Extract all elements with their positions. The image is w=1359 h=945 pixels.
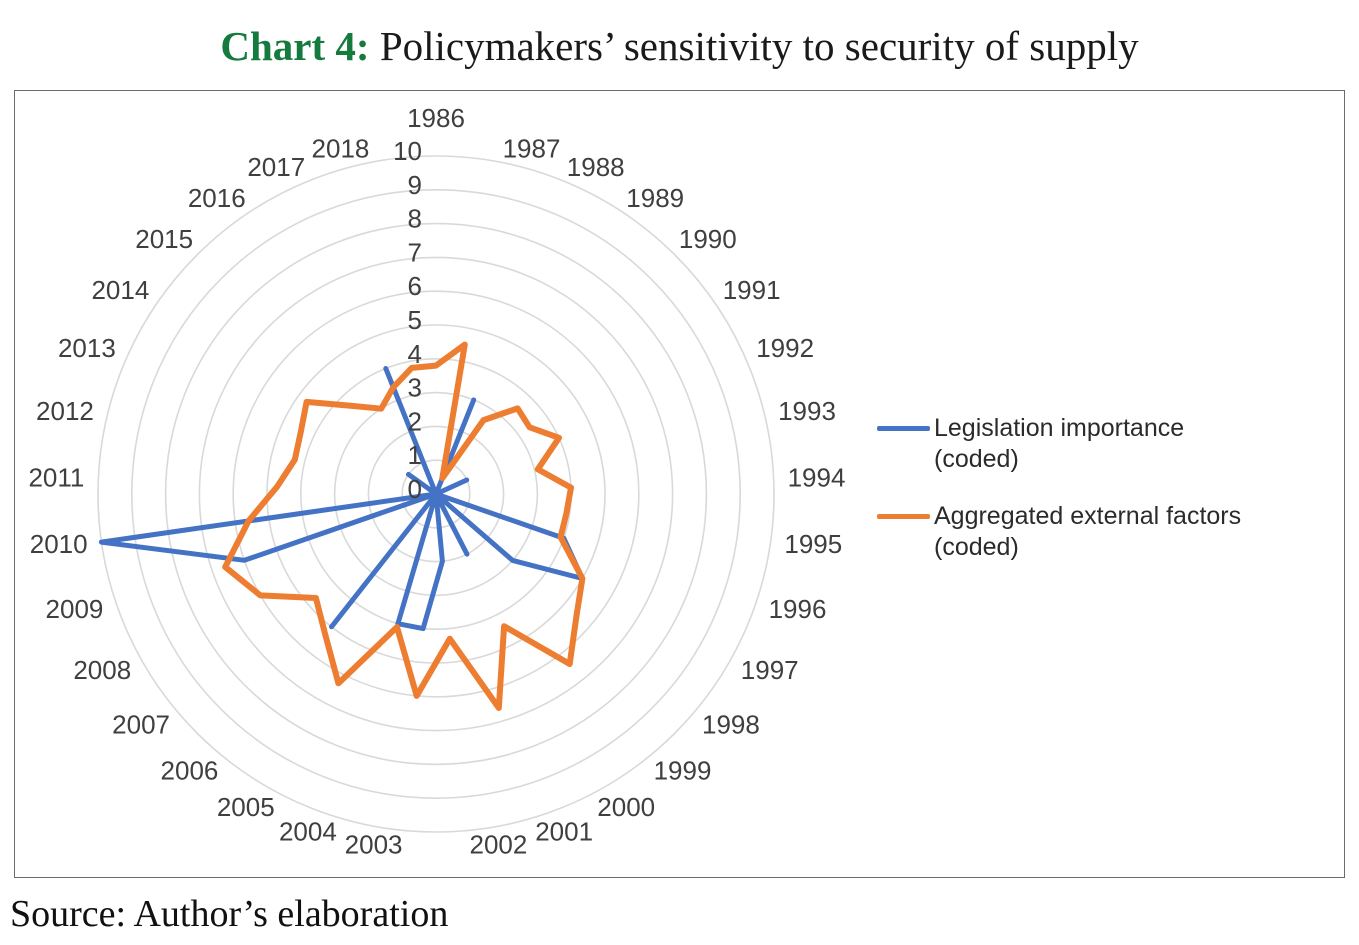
category-label-1994: 1994: [788, 462, 846, 492]
category-label-2004: 2004: [279, 817, 337, 847]
category-label-1988: 1988: [567, 152, 625, 182]
r-tick-label: 6: [408, 271, 422, 301]
category-label-2001: 2001: [535, 817, 593, 847]
chart-title: Chart 4: Policymakers’ sensitivity to se…: [0, 22, 1359, 70]
category-label-2007: 2007: [112, 710, 170, 740]
radar-chart-frame: 0 1 2 3 4 5 6 7 8 9 10 1986 1987 1988 1989 1990 1991 1992…: [14, 90, 1345, 878]
category-label-1991: 1991: [723, 275, 781, 305]
legend-line-sample-orange: [877, 514, 930, 519]
r-tick-label: 1: [408, 440, 422, 470]
r-tick-label: 0: [408, 474, 422, 504]
legend-label-line1: Legislation importance: [934, 414, 1185, 442]
category-label-2018: 2018: [312, 133, 370, 163]
category-label-1995: 1995: [784, 529, 842, 559]
category-label-2003: 2003: [345, 829, 403, 859]
category-label-2009: 2009: [46, 594, 104, 624]
category-label-2017: 2017: [247, 152, 305, 182]
r-tick-label: 7: [408, 237, 422, 267]
r-tick-label: 9: [408, 170, 422, 200]
category-label-2012: 2012: [36, 396, 94, 426]
radar-chart: 0123456789101986198719881989199019911992…: [28, 103, 845, 859]
category-label-2016: 2016: [188, 183, 246, 213]
legend: Legislation importance (coded) Aggregate…: [877, 413, 1342, 589]
category-label-2002: 2002: [470, 829, 528, 859]
category-label-1987: 1987: [503, 133, 561, 163]
legend-line-sample-blue: [877, 426, 930, 431]
category-label-1992: 1992: [756, 333, 814, 363]
r-tick-label: 4: [408, 339, 422, 369]
r-tick-label: 3: [408, 373, 422, 403]
legend-entry-legislation: Legislation importance (coded): [877, 413, 1342, 475]
legend-label-line2: (coded): [934, 445, 1019, 473]
legend-label-line2: (coded): [934, 533, 1019, 561]
category-label-1997: 1997: [741, 655, 799, 685]
chart-title-text: Policymakers’ sensitivity to security of…: [369, 23, 1139, 69]
r-tick-label: 2: [408, 406, 422, 436]
category-label-2015: 2015: [135, 224, 193, 254]
category-label-2008: 2008: [73, 655, 131, 685]
category-label-2013: 2013: [58, 333, 116, 363]
r-tick-label: 10: [393, 136, 422, 166]
category-label-2014: 2014: [91, 275, 149, 305]
chart-title-prefix: Chart 4:: [220, 23, 370, 69]
category-labels: 1986198719881989199019911992199319941995…: [28, 103, 845, 859]
radar-series-external-factors: [222, 341, 586, 711]
category-label-2006: 2006: [161, 756, 219, 786]
category-label-1996: 1996: [769, 594, 827, 624]
category-label-2005: 2005: [217, 792, 275, 822]
category-label-2000: 2000: [597, 792, 655, 822]
category-label-1990: 1990: [679, 224, 737, 254]
radar-series-legislation: [98, 366, 585, 632]
legend-entry-external-factors: Aggregated external factors (coded): [877, 501, 1342, 563]
category-label-1998: 1998: [702, 710, 760, 740]
source-note: Source: Author’s elaboration: [10, 893, 449, 935]
legend-label-line1: Aggregated external factors: [934, 502, 1242, 530]
category-label-1989: 1989: [626, 183, 684, 213]
category-label-2011: 2011: [28, 462, 84, 492]
category-label-1999: 1999: [654, 756, 712, 786]
r-tick-label: 5: [408, 305, 422, 335]
category-label-2010: 2010: [30, 529, 88, 559]
r-tick-label: 8: [408, 204, 422, 234]
category-label-1986: 1986: [407, 103, 465, 133]
category-label-1993: 1993: [778, 396, 836, 426]
